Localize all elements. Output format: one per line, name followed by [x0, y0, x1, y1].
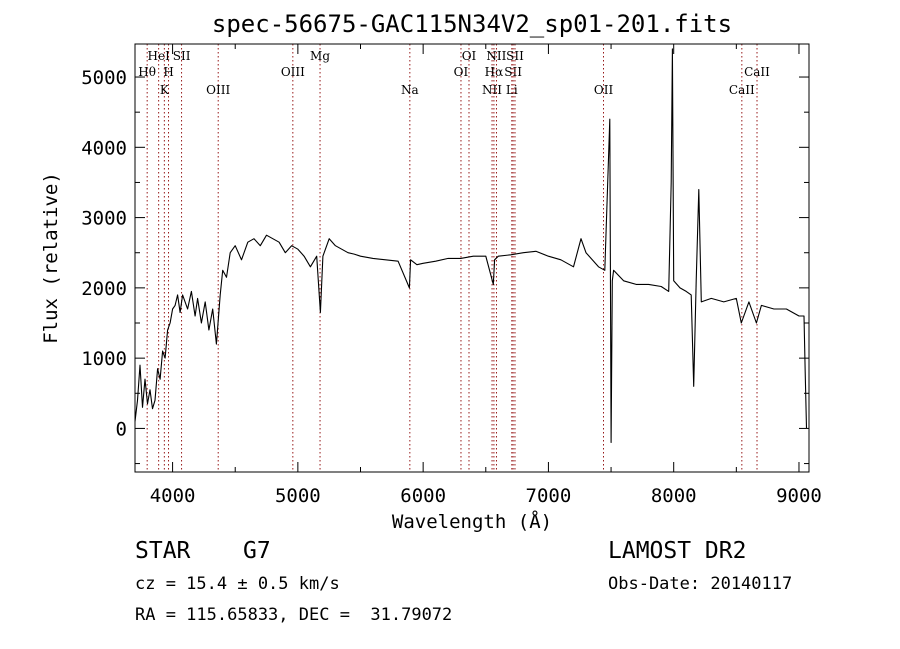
spectrum-series — [134, 48, 808, 444]
line-label-18: CaII — [729, 83, 755, 97]
line-label-0: Hθ — [138, 65, 156, 79]
object-subclass: G7 — [243, 538, 271, 564]
y-axis-label: Flux (relative) — [40, 172, 62, 344]
redshift-info: cz = 15.4 ± 0.5 km/s — [135, 574, 340, 594]
x-tick-label-2: 6000 — [400, 485, 446, 507]
chart-title: spec-56675-GAC115N34V2_sp01-201.fits — [212, 10, 732, 38]
line-label-13: NII — [486, 49, 506, 63]
line-label-2: K — [160, 83, 170, 97]
line-label-11: NII — [482, 83, 502, 97]
x-tick-label-0: 4000 — [150, 485, 196, 507]
line-label-9: OI — [454, 65, 469, 79]
x-axis-label: Wavelength (Å) — [392, 510, 552, 533]
y-tick-label-4: 4000 — [81, 137, 127, 159]
coordinates: RA = 115.65833, DEC = 31.79072 — [135, 605, 453, 625]
plot-frame — [134, 43, 810, 473]
y-tick-label-2: 2000 — [81, 278, 127, 300]
x-tick-label-1: 5000 — [275, 485, 321, 507]
line-label-16: SII — [506, 49, 524, 63]
line-label-4: SII — [173, 49, 191, 63]
line-label-6: OIII — [281, 65, 305, 79]
line-label-12: Hα — [485, 65, 504, 79]
observation-date: Obs-Date: 20140117 — [608, 574, 793, 594]
y-tick-label-5: 5000 — [81, 67, 127, 89]
line-label-14: Li — [506, 83, 518, 97]
object-class: STAR — [135, 538, 191, 564]
y-tick-label-3: 3000 — [81, 208, 127, 230]
axis-ticks: 4000 5000 6000 7000 8000 9000 0 1000 2000 3000 400… — [81, 44, 822, 507]
line-label-15: SII — [504, 65, 522, 79]
line-label-1: HeI — [148, 49, 171, 63]
line-label-10: OI — [462, 49, 477, 63]
x-tick-label-3: 7000 — [526, 485, 572, 507]
spectral-line-markers: HθHeIKHSIIOIIIOIIIMgNaOIOINIIHαNIILiSIIS… — [138, 44, 770, 472]
spectrum-line-0 — [134, 48, 808, 444]
line-label-5: OIII — [206, 83, 230, 97]
line-label-3: H — [163, 65, 173, 79]
survey-name: LAMOST DR2 — [608, 538, 747, 564]
y-tick-label-1: 1000 — [81, 348, 127, 370]
y-tick-label-0: 0 — [116, 418, 127, 440]
line-label-8: Na — [401, 83, 419, 97]
line-label-7: Mg — [310, 49, 330, 63]
x-tick-label-4: 8000 — [651, 485, 697, 507]
x-tick-label-5: 9000 — [776, 485, 822, 507]
line-label-19: CaII — [744, 65, 770, 79]
line-label-17: OII — [594, 83, 614, 97]
